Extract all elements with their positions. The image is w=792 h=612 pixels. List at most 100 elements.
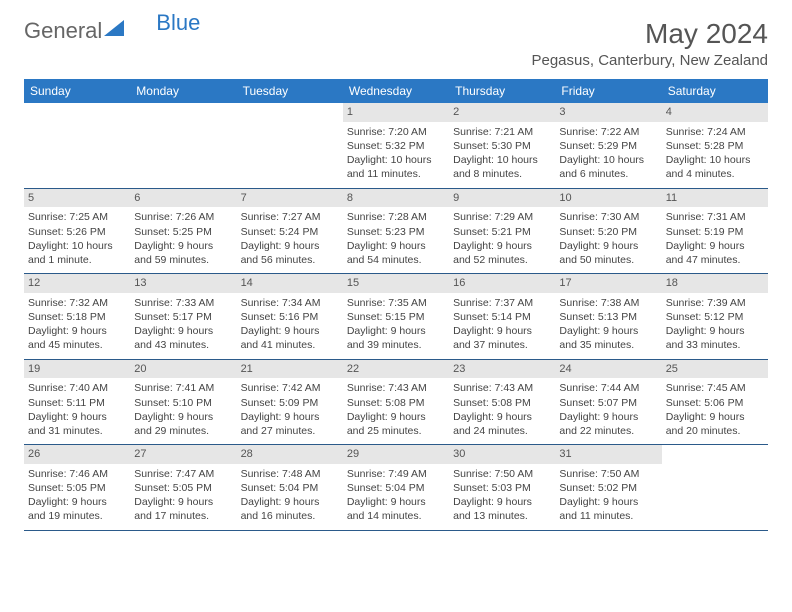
sunrise-text: Sunrise: 7:22 AM xyxy=(559,125,657,139)
day-cell: 16Sunrise: 7:37 AMSunset: 5:14 PMDayligh… xyxy=(449,274,555,359)
daylight-text: Daylight: 9 hours and 56 minutes. xyxy=(241,239,339,267)
sunset-text: Sunset: 5:11 PM xyxy=(28,396,126,410)
day-number: 21 xyxy=(237,360,343,379)
sunrise-text: Sunrise: 7:24 AM xyxy=(666,125,764,139)
sunrise-text: Sunrise: 7:27 AM xyxy=(241,210,339,224)
day-number: 9 xyxy=(449,189,555,208)
sunset-text: Sunset: 5:04 PM xyxy=(347,481,445,495)
daylight-text: Daylight: 9 hours and 14 minutes. xyxy=(347,495,445,523)
daylight-text: Daylight: 9 hours and 27 minutes. xyxy=(241,410,339,438)
sunset-text: Sunset: 5:13 PM xyxy=(559,310,657,324)
day-cell: 15 Sunrise: 7:35 AMSunset: 5:15 PMDayligh… xyxy=(343,274,449,359)
day-number: 22 xyxy=(343,360,449,379)
sunset-text: Sunset: 5:32 PM xyxy=(347,139,445,153)
day-number: 19 xyxy=(24,360,130,379)
sunrise-text: Sunrise: 7:50 AM xyxy=(559,467,657,481)
day-number: 20 xyxy=(130,360,236,379)
day-cell: 24Sunrise: 7:44 AMSunset: 5:07 PMDayligh… xyxy=(555,360,661,445)
sunset-text: Sunset: 5:29 PM xyxy=(559,139,657,153)
day-cell xyxy=(24,103,130,188)
daylight-text: Daylight: 9 hours and 45 minutes. xyxy=(28,324,126,352)
day-cell: 14Sunrise: 7:34 AMSunset: 5:16 PMDayligh… xyxy=(237,274,343,359)
day-cell: 30 Sunrise: 7:50 AMSunset: 5:03 PMDayligh… xyxy=(449,445,555,530)
sunrise-text: Sunrise: 7:38 AM xyxy=(559,296,657,310)
day-number: 6 xyxy=(130,189,236,208)
sunrise-text: Sunrise: 7:43 AM xyxy=(453,381,551,395)
day-cell: 6Sunrise: 7:26 AMSunset: 5:25 PMDaylight… xyxy=(130,189,236,274)
calendar-week: 26Sunrise: 7:46 AMSunset: 5:05 PMDayligh… xyxy=(24,445,768,531)
day-number: 28 xyxy=(237,445,343,464)
day-cell: 23 Sunrise: 7:43 AMSunset: 5:08 PMDayligh… xyxy=(449,360,555,445)
day-number: 29 xyxy=(343,445,449,464)
calendar-week: 1Sunrise: 7:20 AMSunset: 5:32 PMDaylight… xyxy=(24,103,768,189)
day-cell: 19Sunrise: 7:40 AMSunset: 5:11 PMDayligh… xyxy=(24,360,130,445)
day-cell: 17Sunrise: 7:38 AMSunset: 5:13 PMDayligh… xyxy=(555,274,661,359)
sunrise-text: Sunrise: 7:33 AM xyxy=(134,296,232,310)
day-number: 31 xyxy=(555,445,661,464)
sunset-text: Sunset: 5:10 PM xyxy=(134,396,232,410)
day-number: 15 xyxy=(343,274,449,293)
sunrise-text: Sunrise: 7:35 AM xyxy=(347,296,445,310)
day-header: Friday xyxy=(555,79,661,103)
day-number: 13 xyxy=(130,274,236,293)
calendar-week: 12Sunrise: 7:32 AMSunset: 5:18 PMDayligh… xyxy=(24,274,768,360)
daylight-text: Daylight: 9 hours and 39 minutes. xyxy=(347,324,445,352)
day-number: 17 xyxy=(555,274,661,293)
daylight-text: Daylight: 10 hours and 4 minutes. xyxy=(666,153,764,181)
sunrise-text: Sunrise: 7:48 AM xyxy=(241,467,339,481)
sunrise-text: Sunrise: 7:43 AM xyxy=(347,381,445,395)
sunset-text: Sunset: 5:28 PM xyxy=(666,139,764,153)
sunrise-text: Sunrise: 7:29 AM xyxy=(453,210,551,224)
day-number: 30 xyxy=(449,445,555,464)
sunrise-text: Sunrise: 7:32 AM xyxy=(28,296,126,310)
sunset-text: Sunset: 5:21 PM xyxy=(453,225,551,239)
day-cell: 12Sunrise: 7:32 AMSunset: 5:18 PMDayligh… xyxy=(24,274,130,359)
sunset-text: Sunset: 5:15 PM xyxy=(347,310,445,324)
daylight-text: Daylight: 9 hours and 41 minutes. xyxy=(241,324,339,352)
sunrise-text: Sunrise: 7:47 AM xyxy=(134,467,232,481)
day-cell xyxy=(237,103,343,188)
daylight-text: Daylight: 9 hours and 33 minutes. xyxy=(666,324,764,352)
day-cell: 1Sunrise: 7:20 AMSunset: 5:32 PMDaylight… xyxy=(343,103,449,188)
sunrise-text: Sunrise: 7:20 AM xyxy=(347,125,445,139)
calendar-week: 19 Sunrise: 7:40 AMSunset: 5:11 PM Dayligh… xyxy=(24,360,768,446)
sunrise-text: Sunrise: 7:50 AM xyxy=(453,467,551,481)
day-header: Tuesday xyxy=(237,79,343,103)
day-number: 5 xyxy=(24,189,130,208)
day-cell: 29Sunrise: 7:49 AMSunset: 5:04 PMDayligh… xyxy=(343,445,449,530)
sunset-text: Sunset: 5:12 PM xyxy=(666,310,764,324)
daylight-text: Daylight: 9 hours and 24 minutes. xyxy=(453,410,551,438)
sunset-text: Sunset: 5:05 PM xyxy=(134,481,232,495)
daylight-text: Daylight: 9 hours and 37 minutes. xyxy=(453,324,551,352)
day-cell: 22Sunrise: 7:43 AMSunset: 5:08 PMDayligh… xyxy=(343,360,449,445)
sunrise-text: Sunrise: 7:40 AM xyxy=(28,381,126,395)
page-header: General Blue May 2024 Pegasus, Canterbur… xyxy=(24,18,768,69)
title-block: May 2024 Pegasus, Canterbury, New Zealan… xyxy=(531,18,768,69)
day-cell: 8Sunrise: 7:28 AMSunset: 5:23 PMDaylight… xyxy=(343,189,449,274)
day-cell: 3Sunrise: 7:22 AMSunset: 5:29 PMDaylight… xyxy=(555,103,661,188)
day-header: Saturday xyxy=(662,79,768,103)
day-cell: 26Sunrise: 7:46 AMSunset: 5:05 PMDayligh… xyxy=(24,445,130,530)
day-cell: 10Sunrise: 7:30 AMSunset: 5:20 PMDayligh… xyxy=(555,189,661,274)
month-title: May 2024 xyxy=(531,18,768,50)
sunset-text: Sunset: 5:08 PM xyxy=(453,396,551,410)
daylight-text: Daylight: 10 hours and 6 minutes. xyxy=(559,153,657,181)
calendar: SundayMondayTuesdayWednesdayThursdayFrid… xyxy=(24,79,768,531)
sunset-text: Sunset: 5:07 PM xyxy=(559,396,657,410)
day-header: Sunday xyxy=(24,79,130,103)
day-cell: 5Sunrise: 7:25 AMSunset: 5:26 PMDaylight… xyxy=(24,189,130,274)
daylight-text: Daylight: 9 hours and 13 minutes. xyxy=(453,495,551,523)
sunset-text: Sunset: 5:19 PM xyxy=(666,225,764,239)
day-number: 26 xyxy=(24,445,130,464)
day-cell: 21Sunrise: 7:42 AMSunset: 5:09 PMDayligh… xyxy=(237,360,343,445)
daylight-text: Daylight: 9 hours and 52 minutes. xyxy=(453,239,551,267)
sunset-text: Sunset: 5:03 PM xyxy=(453,481,551,495)
daylight-text: Daylight: 9 hours and 17 minutes. xyxy=(134,495,232,523)
sunset-text: Sunset: 5:14 PM xyxy=(453,310,551,324)
daylight-text: Daylight: 9 hours and 43 minutes. xyxy=(134,324,232,352)
day-number: 16 xyxy=(449,274,555,293)
sunset-text: Sunset: 5:24 PM xyxy=(241,225,339,239)
day-cell: 13Sunrise: 7:33 AMSunset: 5:17 PMDayligh… xyxy=(130,274,236,359)
daylight-text: Daylight: 10 hours and 8 minutes. xyxy=(453,153,551,181)
day-number: 23 xyxy=(449,360,555,379)
